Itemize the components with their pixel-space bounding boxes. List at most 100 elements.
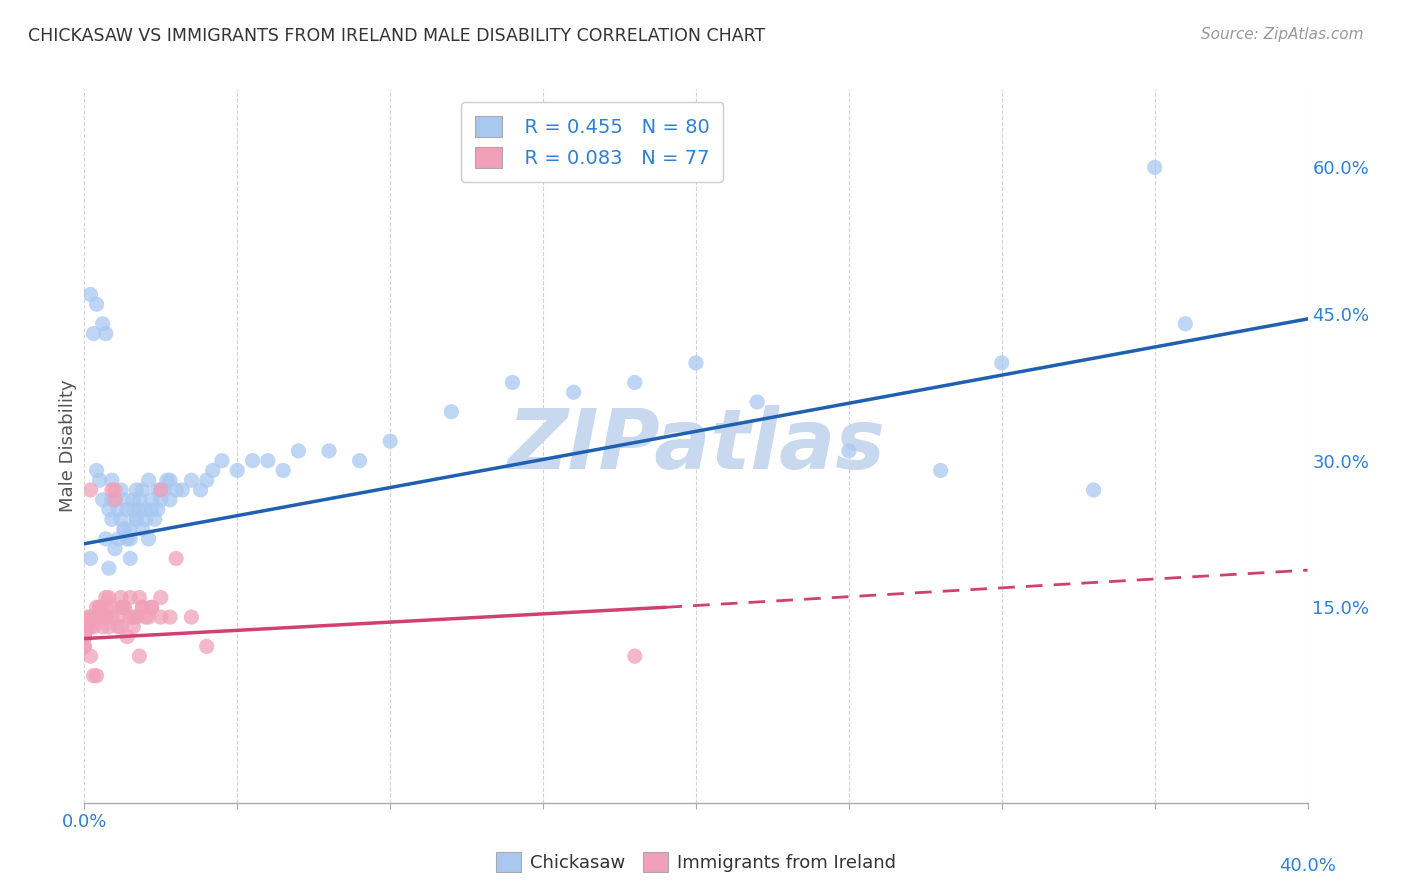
Point: [128, 492, 150, 507]
Point: [94, 600, 117, 615]
Point: [94, 610, 117, 624]
Point: [195, 640, 218, 654]
Point: [159, 492, 181, 507]
Point: [110, 600, 132, 615]
Legend: Chickasaw, Immigrants from Ireland: Chickasaw, Immigrants from Ireland: [488, 845, 904, 880]
Point: [79, 287, 101, 301]
Point: [73, 630, 96, 644]
Point: [76, 610, 98, 624]
Point: [83, 669, 105, 683]
Point: [172, 483, 194, 497]
Point: [128, 502, 150, 516]
Point: [112, 600, 135, 615]
Point: [120, 551, 142, 566]
Point: [226, 463, 249, 477]
Point: [86, 297, 108, 311]
Point: [131, 600, 153, 615]
Point: [101, 473, 124, 487]
Point: [138, 473, 160, 487]
Y-axis label: Male Disability: Male Disability: [59, 380, 77, 512]
Point: [149, 483, 172, 497]
Point: [131, 522, 153, 536]
Point: [91, 610, 114, 624]
Point: [128, 591, 150, 605]
Point: [73, 630, 96, 644]
Point: [287, 443, 309, 458]
Point: [138, 532, 160, 546]
Point: [107, 502, 129, 516]
Point: [115, 630, 138, 644]
Point: [79, 610, 101, 624]
Point: [135, 512, 157, 526]
Point: [838, 443, 860, 458]
Point: [141, 600, 163, 615]
Point: [73, 640, 96, 654]
Text: ZIPatlas: ZIPatlas: [508, 406, 884, 486]
Point: [120, 610, 142, 624]
Point: [440, 405, 463, 419]
Point: [79, 483, 101, 497]
Point: [73, 630, 96, 644]
Point: [91, 492, 114, 507]
Point: [110, 512, 132, 526]
Point: [101, 512, 124, 526]
Point: [112, 600, 135, 615]
Point: [79, 620, 101, 634]
Point: [929, 463, 952, 477]
Point: [86, 600, 108, 615]
Point: [97, 591, 120, 605]
Point: [86, 669, 108, 683]
Point: [73, 630, 96, 644]
Point: [149, 591, 172, 605]
Point: [91, 317, 114, 331]
Point: [89, 600, 111, 615]
Point: [97, 620, 120, 634]
Point: [159, 610, 181, 624]
Point: [107, 610, 129, 624]
Point: [83, 620, 105, 634]
Point: [156, 473, 179, 487]
Point: [107, 532, 129, 546]
Point: [76, 620, 98, 634]
Point: [125, 483, 148, 497]
Point: [112, 522, 135, 536]
Point: [122, 620, 145, 634]
Point: [73, 630, 96, 644]
Text: Source: ZipAtlas.com: Source: ZipAtlas.com: [1201, 27, 1364, 42]
Point: [101, 610, 124, 624]
Point: [141, 600, 163, 615]
Point: [73, 630, 96, 644]
Point: [89, 473, 111, 487]
Point: [86, 463, 108, 477]
Point: [97, 502, 120, 516]
Point: [73, 630, 96, 644]
Point: [73, 620, 96, 634]
Point: [1174, 317, 1197, 331]
Point: [101, 600, 124, 615]
Point: [201, 463, 224, 477]
Point: [110, 591, 132, 605]
Point: [104, 541, 127, 556]
Point: [83, 326, 105, 341]
Point: [146, 483, 169, 497]
Point: [141, 492, 163, 507]
Point: [110, 620, 132, 634]
Point: [79, 551, 101, 566]
Point: [110, 483, 132, 497]
Point: [562, 385, 585, 400]
Point: [73, 630, 96, 644]
Point: [180, 473, 202, 487]
Point: [190, 483, 212, 497]
Point: [149, 610, 172, 624]
Point: [94, 532, 117, 546]
Point: [125, 512, 148, 526]
Point: [1083, 483, 1105, 497]
Point: [135, 610, 157, 624]
Point: [271, 463, 294, 477]
Point: [73, 630, 96, 644]
Point: [128, 649, 150, 664]
Point: [165, 551, 187, 566]
Point: [112, 492, 135, 507]
Point: [120, 532, 142, 546]
Point: [685, 356, 707, 370]
